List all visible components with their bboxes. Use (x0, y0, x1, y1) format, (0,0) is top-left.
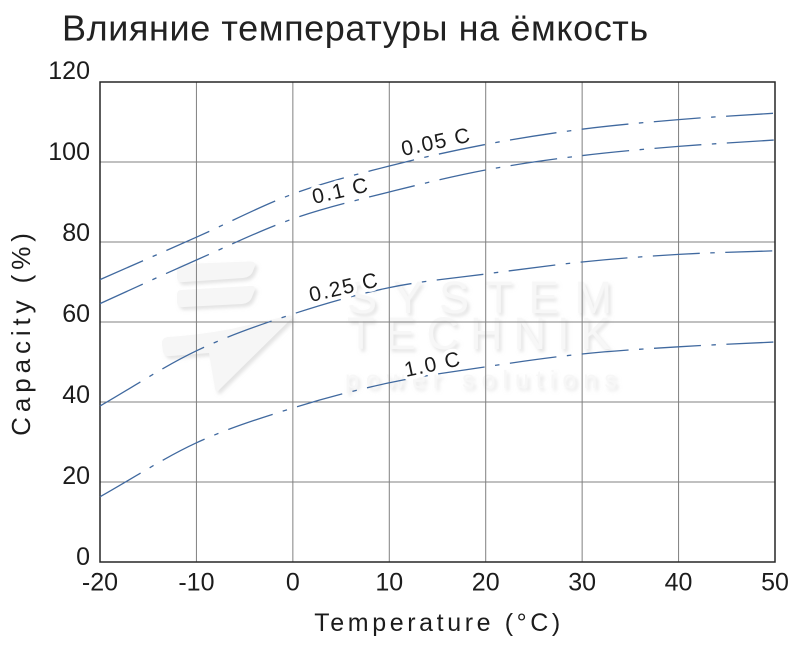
svg-text:40: 40 (665, 569, 693, 597)
svg-text:20: 20 (62, 462, 90, 490)
svg-text:TECHNIK: TECHNIK (347, 308, 622, 359)
svg-text:-10: -10 (178, 569, 214, 597)
svg-text:60: 60 (62, 300, 90, 328)
svg-text:40: 40 (62, 381, 90, 409)
svg-text:30: 30 (568, 569, 596, 597)
svg-text:10: 10 (375, 569, 403, 597)
svg-text:SYSTEM: SYSTEM (347, 272, 628, 323)
svg-text:power solutions: power solutions (345, 366, 624, 394)
svg-text:50: 50 (761, 569, 789, 597)
svg-text:80: 80 (62, 219, 90, 247)
svg-text:Temperature (°C): Temperature (°C) (314, 609, 564, 637)
svg-text:0: 0 (76, 543, 90, 571)
svg-text:-20: -20 (82, 569, 118, 597)
svg-text:20: 20 (472, 569, 500, 597)
svg-text:100: 100 (48, 138, 90, 166)
svg-text:Capacity (%): Capacity (%) (6, 228, 36, 436)
svg-text:0: 0 (286, 569, 300, 597)
svg-text:Влияние температуры на ёмкость: Влияние температуры на ёмкость (62, 8, 649, 49)
svg-text:120: 120 (48, 57, 90, 85)
